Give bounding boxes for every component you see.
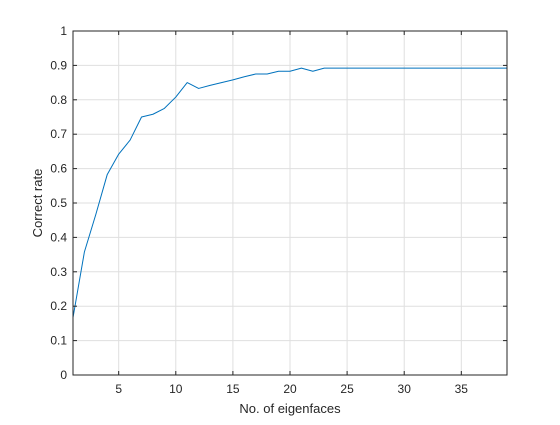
y-tick-label: 0 [60, 368, 67, 382]
y-tick-label: 0.9 [50, 58, 67, 72]
x-tick-label: 20 [283, 382, 297, 396]
x-tick-label: 25 [340, 382, 354, 396]
y-axis-label: Correct rate [30, 169, 45, 238]
y-tick-label: 0.4 [50, 230, 67, 244]
y-tick-label: 1 [60, 24, 67, 38]
y-tick-label: 0.5 [50, 196, 67, 210]
y-tick-label: 0.3 [50, 265, 67, 279]
x-tick-label: 15 [226, 382, 240, 396]
x-tick-label: 10 [169, 382, 183, 396]
x-axis-label: No. of eigenfaces [239, 401, 341, 416]
y-tick-label: 0.8 [50, 93, 67, 107]
y-tick-label: 0.7 [50, 127, 67, 141]
x-tick-label: 5 [115, 382, 122, 396]
x-tick-label: 30 [398, 382, 412, 396]
y-tick-label: 0.6 [50, 162, 67, 176]
y-tick-label: 0.2 [50, 299, 67, 313]
x-tick-label: 35 [455, 382, 469, 396]
y-tick-label: 0.1 [50, 334, 67, 348]
